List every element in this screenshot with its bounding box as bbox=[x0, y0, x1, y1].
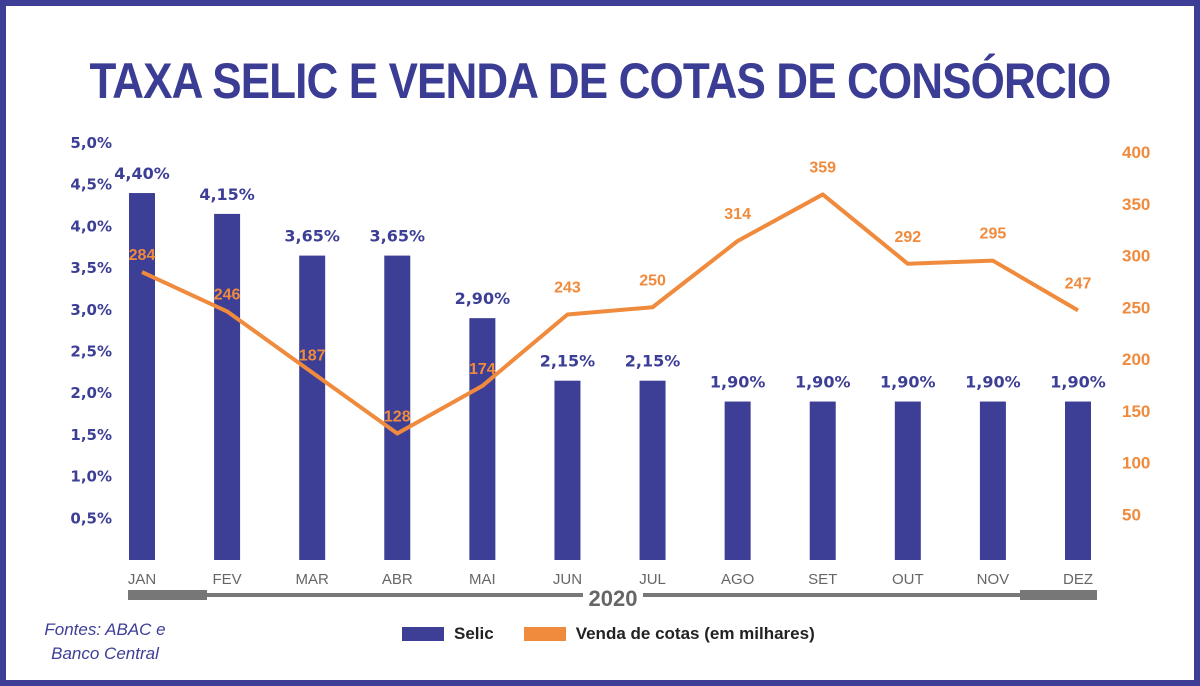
right-axis-tick: 350 bbox=[1122, 195, 1150, 214]
right-axis-tick: 50 bbox=[1122, 505, 1141, 524]
bar-label-selic: 2,90% bbox=[455, 289, 511, 308]
bar-selic bbox=[554, 380, 581, 560]
legend-label-selic: Selic bbox=[454, 624, 494, 643]
left-axis-tick: 3,0% bbox=[70, 301, 112, 319]
point-label-vendas: 247 bbox=[1065, 275, 1092, 292]
chart-title: TAXA SELIC E VENDA DE COTAS DE CONSÓRCIO bbox=[89, 53, 1112, 109]
legend-swatch-vendas bbox=[523, 627, 566, 641]
x-axis-tick: JUN bbox=[553, 571, 582, 588]
bar-selic bbox=[299, 255, 326, 560]
source-line-2: Banco Central bbox=[51, 644, 159, 663]
point-label-vendas: 314 bbox=[724, 206, 751, 223]
point-label-vendas: 246 bbox=[214, 286, 241, 303]
x-axis-tick: NOV bbox=[977, 571, 1010, 588]
left-axis-tick: 4,5% bbox=[70, 176, 112, 194]
point-label-vendas: 359 bbox=[809, 159, 836, 176]
timeline-end-segment bbox=[1020, 590, 1097, 600]
point-label-vendas: 295 bbox=[980, 226, 1007, 243]
bar-label-selic: 1,90% bbox=[965, 373, 1021, 392]
bar-label-selic: 2,15% bbox=[625, 352, 681, 371]
x-axis-tick: DEZ bbox=[1063, 571, 1093, 588]
bar-label-selic: 3,65% bbox=[284, 227, 340, 246]
legend: Selic Venda de cotas (em milhares) bbox=[402, 624, 845, 644]
right-axis-tick: 200 bbox=[1122, 350, 1150, 369]
x-axis-tick: FEV bbox=[212, 571, 241, 588]
x-axis-tick: ABR bbox=[382, 571, 413, 588]
legend-item-vendas: Venda de cotas (em milhares) bbox=[523, 624, 815, 644]
right-axis-tick: 300 bbox=[1122, 247, 1150, 266]
bar-label-selic: 1,90% bbox=[795, 373, 851, 392]
bar-selic bbox=[469, 318, 496, 560]
left-axis-tick: 2,5% bbox=[70, 343, 112, 361]
x-axis-tick: MAR bbox=[296, 571, 330, 588]
legend-label-vendas: Venda de cotas (em milhares) bbox=[575, 624, 815, 643]
left-axis-tick: 4,0% bbox=[70, 217, 112, 235]
point-label-vendas: 128 bbox=[384, 409, 411, 426]
source-note: Fontes: ABAC e Banco Central bbox=[30, 618, 180, 666]
bar-selic bbox=[724, 401, 751, 560]
bar-label-selic: 1,90% bbox=[880, 373, 936, 392]
x-axis-tick: JUL bbox=[639, 571, 666, 588]
point-label-vendas: 174 bbox=[469, 361, 496, 378]
left-axis-tick: 2,0% bbox=[70, 384, 112, 402]
source-line-1: Fontes: ABAC e bbox=[44, 620, 166, 639]
x-axis-tick: MAI bbox=[469, 571, 496, 588]
timeline-label-bg bbox=[583, 585, 643, 605]
x-axis-tick: AGO bbox=[721, 571, 754, 588]
bar-label-selic: 4,15% bbox=[199, 185, 255, 204]
legend-swatch-selic bbox=[402, 627, 444, 641]
bar-selic bbox=[129, 193, 155, 561]
bar-label-selic: 4,40% bbox=[114, 164, 170, 183]
x-axis-tick: SET bbox=[808, 571, 837, 588]
left-axis-tick: 0,5% bbox=[70, 509, 112, 527]
timeline-year-label: 2020 bbox=[589, 586, 638, 611]
left-axis-tick: 5,0% bbox=[70, 134, 112, 152]
left-axis-tick: 1,0% bbox=[70, 468, 112, 486]
bar-label-selic: 2,15% bbox=[540, 352, 596, 371]
timeline-start-segment bbox=[128, 590, 207, 600]
right-axis-tick: 250 bbox=[1122, 298, 1150, 317]
left-axis-tick: 3,5% bbox=[70, 259, 112, 277]
right-axis-tick: 150 bbox=[1122, 402, 1150, 421]
right-axis-tick: 400 bbox=[1122, 143, 1150, 162]
point-label-vendas: 243 bbox=[554, 279, 581, 296]
point-label-vendas: 292 bbox=[894, 229, 921, 246]
bar-selic bbox=[1065, 401, 1091, 560]
bar-selic bbox=[894, 401, 921, 560]
bar-selic bbox=[639, 380, 666, 560]
bar-selic bbox=[214, 213, 241, 560]
bar-label-selic: 1,90% bbox=[1050, 373, 1106, 392]
point-label-vendas: 187 bbox=[299, 347, 326, 364]
bar-selic bbox=[384, 255, 411, 560]
x-axis-tick: JAN bbox=[128, 571, 156, 588]
x-axis-tick: OUT bbox=[892, 571, 924, 588]
bar-label-selic: 3,65% bbox=[370, 227, 426, 246]
bar-label-selic: 1,90% bbox=[710, 373, 766, 392]
bar-selic bbox=[979, 401, 1006, 560]
right-axis-tick: 100 bbox=[1122, 454, 1150, 473]
bar-selic bbox=[809, 401, 836, 560]
legend-item-selic: Selic bbox=[402, 624, 494, 644]
point-label-vendas: 250 bbox=[639, 272, 666, 289]
line-vendas bbox=[141, 192, 1080, 436]
left-axis-tick: 1,5% bbox=[70, 426, 112, 444]
point-label-vendas: 284 bbox=[129, 247, 156, 264]
